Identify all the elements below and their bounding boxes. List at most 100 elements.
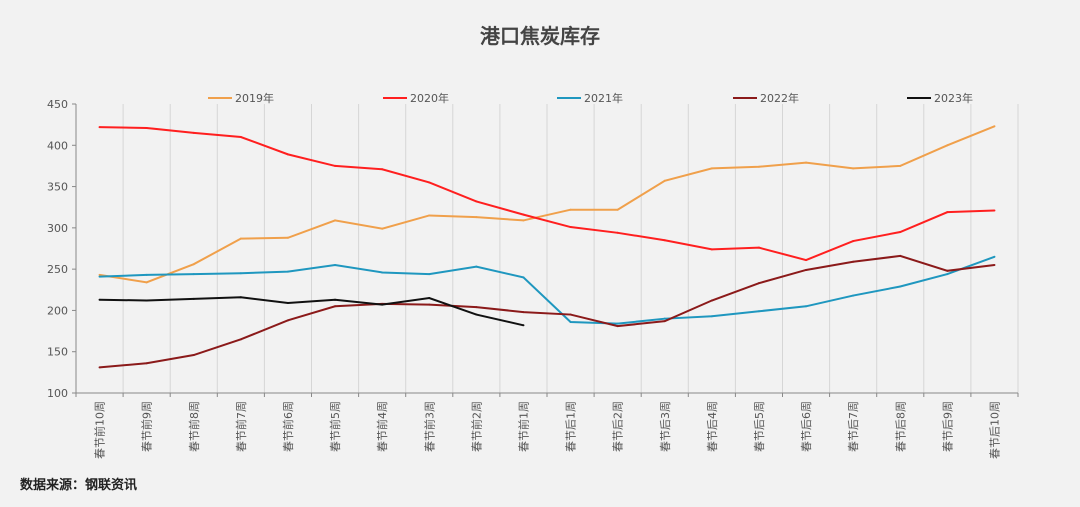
data-point [98, 275, 101, 278]
data-point [428, 181, 431, 184]
data-point [428, 303, 431, 306]
legend-label: 2023年 [934, 91, 973, 105]
data-point [428, 214, 431, 217]
data-point [192, 354, 195, 357]
data-point [569, 208, 572, 211]
series-line [99, 125, 995, 284]
data-point [710, 167, 713, 170]
data-point [710, 299, 713, 302]
data-point [428, 273, 431, 276]
x-tick-label: 春节前7周 [234, 401, 248, 452]
data-point [899, 230, 902, 233]
data-point [993, 209, 996, 212]
data-point [522, 276, 525, 279]
series-line [99, 254, 995, 369]
data-point [98, 126, 101, 129]
x-tick-label: 春节前5周 [328, 401, 342, 452]
legend-label: 2020年 [410, 91, 449, 105]
data-point [522, 213, 525, 216]
y-tick-label: 100 [47, 387, 68, 400]
y-tick-label: 300 [47, 222, 68, 235]
data-point [381, 168, 384, 171]
x-tick-label: 春节前8周 [187, 401, 201, 452]
data-point [710, 315, 713, 318]
data-point [616, 231, 619, 234]
data-point [98, 273, 101, 276]
series-2019年 [98, 125, 996, 284]
data-point [192, 297, 195, 300]
series-2020年 [98, 126, 996, 262]
data-point [475, 200, 478, 203]
data-point [757, 246, 760, 249]
data-point [805, 161, 808, 164]
data-point [946, 273, 949, 276]
legend-label: 2019年 [235, 91, 274, 105]
data-point [946, 211, 949, 214]
data-point [569, 226, 572, 229]
data-point [757, 310, 760, 313]
data-point [286, 236, 289, 239]
series-line [99, 296, 524, 327]
data-point [192, 131, 195, 134]
data-point [852, 240, 855, 243]
data-point [145, 126, 148, 129]
data-point [663, 317, 666, 320]
y-tick-label: 450 [47, 98, 68, 111]
x-tick-label: 春节前9周 [140, 401, 154, 452]
y-tick-label: 250 [47, 263, 68, 276]
chart-title: 港口焦炭库存 [480, 24, 600, 48]
data-point [381, 271, 384, 274]
data-point [334, 219, 337, 222]
data-point [286, 319, 289, 322]
x-tick-label: 春节后1周 [565, 401, 578, 452]
data-point [852, 260, 855, 263]
data-point [993, 255, 996, 258]
series-2023年 [98, 296, 525, 327]
x-tick-label: 春节后2周 [612, 401, 625, 452]
data-point [569, 313, 572, 316]
data-point [475, 265, 478, 268]
x-tick-label: 春节前10周 [93, 401, 107, 459]
data-point [616, 208, 619, 211]
data-point [334, 298, 337, 301]
x-tick-label: 春节后5周 [753, 401, 766, 452]
data-point [757, 165, 760, 168]
x-tick-label: 春节后6周 [800, 401, 813, 452]
data-point [522, 324, 525, 327]
data-point [428, 297, 431, 300]
data-point [805, 259, 808, 262]
data-point [239, 272, 242, 275]
data-point [381, 227, 384, 230]
data-point [616, 325, 619, 328]
x-tick-label: 春节后9周 [941, 401, 954, 452]
series-line [99, 255, 995, 325]
x-tick-label: 春节后4周 [706, 401, 719, 452]
data-point [98, 366, 101, 369]
data-point [475, 313, 478, 316]
data-point [710, 248, 713, 251]
data-point [899, 254, 902, 257]
data-point [334, 305, 337, 308]
x-tick-label: 春节前6周 [281, 401, 295, 452]
data-point [569, 320, 572, 323]
data-point [286, 301, 289, 304]
data-point [663, 320, 666, 323]
y-tick-label: 150 [47, 346, 68, 359]
data-point [475, 216, 478, 219]
data-point [145, 362, 148, 365]
data-point [993, 125, 996, 128]
data-point [98, 298, 101, 301]
data-point [946, 144, 949, 147]
data-point [239, 136, 242, 139]
series-2021年 [98, 255, 996, 325]
data-point [757, 282, 760, 285]
data-point [239, 338, 242, 341]
x-tick-label: 春节前3周 [422, 401, 436, 452]
y-tick-label: 350 [47, 181, 68, 194]
data-point [145, 273, 148, 276]
data-point [899, 164, 902, 167]
data-point [522, 219, 525, 222]
data-point [286, 270, 289, 273]
data-point [334, 164, 337, 167]
